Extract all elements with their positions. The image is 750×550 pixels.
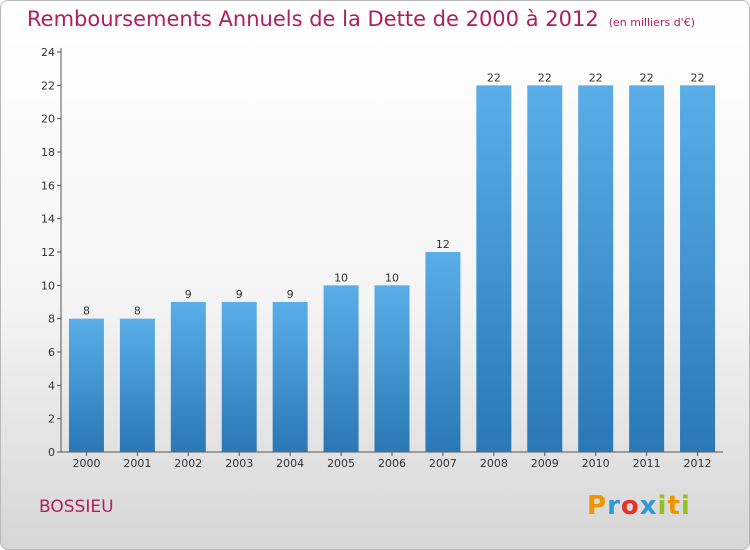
y-tick-label: 24 (41, 46, 55, 59)
town-name: BOSSIEU (39, 497, 114, 517)
bar (119, 318, 155, 452)
bar (272, 302, 308, 452)
y-tick-label: 22 (41, 79, 55, 92)
x-tick-label: 2003 (225, 457, 253, 470)
bar-value-label: 9 (236, 288, 243, 301)
bar (476, 85, 512, 452)
logo-letter: t (667, 491, 681, 521)
chart-title-text: Remboursements Annuels de la Dette de 20… (27, 7, 599, 31)
x-tick-label: 2006 (378, 457, 406, 470)
bar (221, 302, 257, 452)
bar (425, 252, 461, 452)
y-tick-label: 20 (41, 113, 55, 126)
x-tick-label: 2011 (633, 457, 661, 470)
bar-value-label: 8 (134, 305, 141, 318)
bar (374, 285, 410, 452)
y-tick-label: 16 (41, 179, 55, 192)
logo-letter: i (657, 491, 668, 521)
x-tick-label: 2004 (276, 457, 304, 470)
bar-value-label: 22 (487, 71, 501, 84)
logo-letter: i (680, 491, 691, 521)
y-tick-label: 4 (48, 379, 55, 392)
proxiti-logo: Proxiti (587, 491, 691, 521)
bar-value-label: 22 (640, 71, 654, 84)
y-tick-label: 12 (41, 246, 55, 259)
y-tick-label: 18 (41, 146, 55, 159)
bar-value-label: 8 (83, 305, 90, 318)
logo-letter: x (639, 491, 658, 521)
bar (680, 85, 716, 452)
chart-subtitle: (en milliers d'€) (608, 16, 695, 29)
x-tick-label: 2008 (480, 457, 508, 470)
x-tick-label: 2005 (327, 457, 355, 470)
bar-value-label: 9 (287, 288, 294, 301)
bar-value-label: 22 (538, 71, 552, 84)
bar (578, 85, 614, 452)
y-tick-label: 14 (41, 213, 55, 226)
bar (629, 85, 665, 452)
logo-letter: r (607, 491, 621, 521)
logo-letter: P (587, 491, 608, 521)
x-tick-label: 2009 (531, 457, 559, 470)
bar (527, 85, 563, 452)
chart-title: Remboursements Annuels de la Dette de 20… (27, 7, 695, 31)
bar (170, 302, 206, 452)
bar-value-label: 22 (691, 71, 705, 84)
bar-value-label: 22 (589, 71, 603, 84)
y-tick-label: 8 (48, 313, 55, 326)
x-tick-label: 2001 (123, 457, 151, 470)
bar (323, 285, 359, 452)
bar-value-label: 10 (334, 271, 348, 284)
bar-value-label: 12 (436, 238, 450, 251)
logo-letter: o (620, 491, 640, 521)
y-tick-label: 6 (48, 346, 55, 359)
x-tick-label: 2002 (174, 457, 202, 470)
x-tick-label: 2010 (582, 457, 610, 470)
y-tick-label: 10 (41, 279, 55, 292)
bar (68, 318, 104, 452)
bar-value-label: 9 (185, 288, 192, 301)
x-tick-label: 2000 (72, 457, 100, 470)
x-tick-label: 2012 (684, 457, 712, 470)
x-tick-label: 2007 (429, 457, 457, 470)
y-tick-label: 2 (48, 413, 55, 426)
y-tick-label: 0 (48, 446, 55, 459)
bar-value-label: 10 (385, 271, 399, 284)
